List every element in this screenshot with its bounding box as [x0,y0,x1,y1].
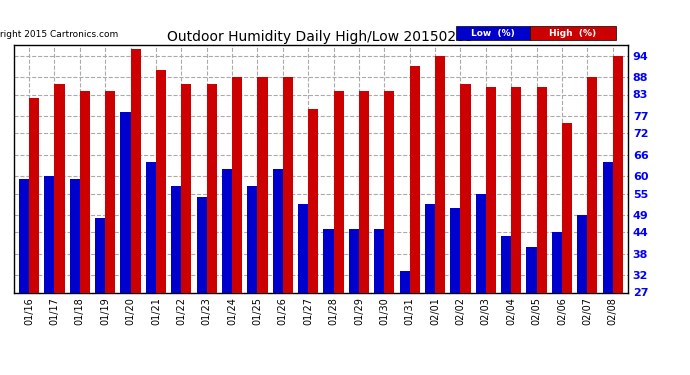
Bar [348,229,359,375]
Bar [384,91,395,375]
Bar [146,162,156,375]
Bar [400,271,410,375]
Bar [587,77,598,375]
Bar [222,169,232,375]
Bar [475,194,486,375]
Bar [613,56,623,375]
Bar [526,246,537,375]
Text: Copyright 2015 Cartronics.com: Copyright 2015 Cartronics.com [0,30,118,39]
Bar [451,208,460,375]
Bar [359,91,369,375]
Bar [501,236,511,375]
Bar [537,87,546,375]
Bar [460,84,471,375]
Bar [257,77,268,375]
Bar [298,204,308,375]
Bar [130,48,141,375]
Bar [562,123,572,375]
Bar [70,179,80,375]
Bar [95,218,105,375]
Bar [435,56,445,375]
Bar [577,215,587,375]
Bar [232,77,242,375]
Bar [19,179,29,375]
Bar [283,77,293,375]
Bar [273,169,283,375]
FancyBboxPatch shape [456,26,530,40]
Bar [171,186,181,375]
Bar [80,91,90,375]
Bar [374,229,384,375]
Bar [105,91,115,375]
Title: Outdoor Humidity Daily High/Low 20150209: Outdoor Humidity Daily High/Low 20150209 [168,30,474,44]
Bar [55,84,65,375]
FancyBboxPatch shape [530,26,615,40]
Bar [207,84,217,375]
Bar [324,229,333,375]
Bar [156,70,166,375]
Bar [197,197,207,375]
Bar [308,109,318,375]
Bar [486,87,496,375]
Bar [602,162,613,375]
Bar [44,176,55,375]
Bar [552,232,562,375]
Bar [410,66,420,375]
Bar [29,98,39,375]
Bar [247,186,257,375]
Text: Low  (%): Low (%) [471,29,515,38]
Bar [425,204,435,375]
Text: High  (%): High (%) [549,29,596,38]
Bar [120,112,130,375]
Bar [181,84,191,375]
Bar [333,91,344,375]
Bar [511,87,522,375]
